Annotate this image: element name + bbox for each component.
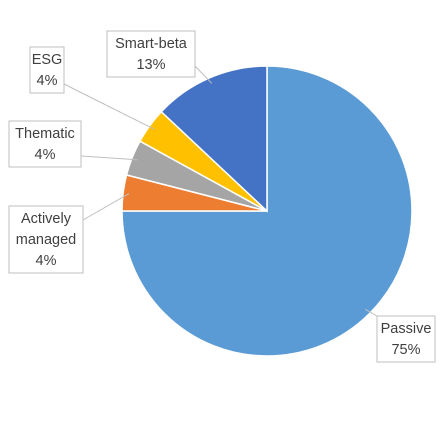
data-label-value: 4% (35, 147, 56, 163)
leader-line-smart-beta (194, 65, 213, 84)
leader-line-esg (63, 83, 155, 130)
data-label-value: 13% (136, 57, 165, 73)
data-label-category: Smart-beta (115, 36, 188, 52)
pie-slice-smart-beta (160, 65, 268, 213)
data-label-esg: ESG 4% (29, 46, 65, 94)
data-label-category: Actively (21, 211, 72, 227)
data-label-passive: Passive 75% (376, 315, 436, 363)
leader-line-actively-managed (82, 193, 130, 221)
data-label-smart-beta: Smart-beta 13% (106, 30, 196, 78)
data-label-category: ESG (32, 52, 63, 68)
data-label-category: Thematic (15, 126, 75, 142)
data-label-actively-managed: Actively managed 4% (8, 205, 84, 274)
data-label-value: 75% (391, 342, 420, 358)
pie-slices (121, 65, 413, 357)
data-label-category: Passive (381, 321, 432, 337)
data-label-box (8, 120, 82, 168)
data-label-box (376, 315, 436, 363)
leader-lines (63, 65, 378, 317)
data-label-value: 4% (37, 73, 58, 89)
data-label-value: 4% (36, 253, 57, 269)
leader-line-passive (365, 308, 378, 317)
data-label-thematic: Thematic 4% (8, 120, 82, 168)
data-label-category: managed (16, 232, 76, 248)
data-label-box (106, 30, 196, 78)
data-label-box (29, 46, 65, 94)
data-labels: Passive75%Activelymanaged4%Thematic4%ESG… (8, 30, 436, 363)
leader-line-thematic (80, 155, 138, 161)
data-label-box (8, 205, 84, 274)
